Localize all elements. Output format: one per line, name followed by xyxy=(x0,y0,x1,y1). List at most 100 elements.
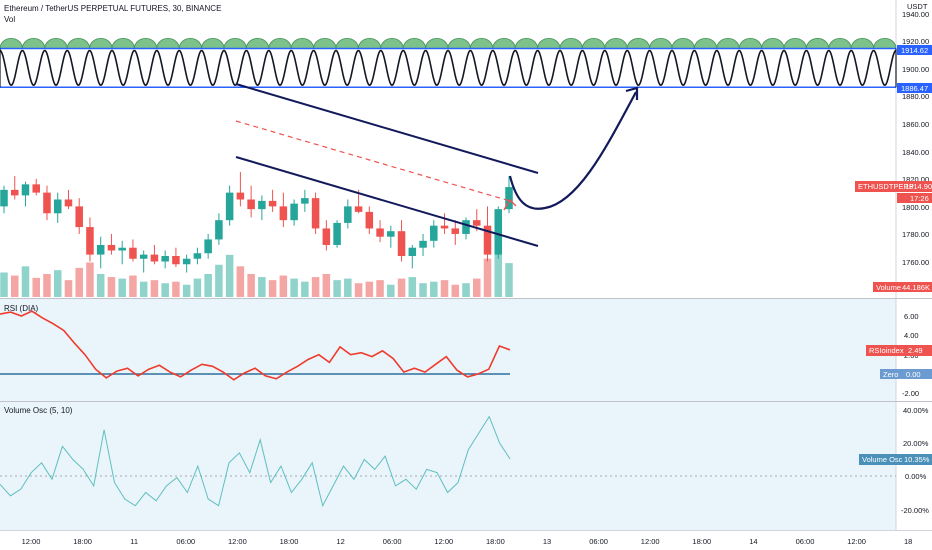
band-top-tag xyxy=(897,45,932,55)
volume-bar xyxy=(258,277,266,297)
volume-bar xyxy=(43,274,51,297)
band-bottom-tag xyxy=(897,83,932,93)
rsi-title[interactable]: RSI (DIA) xyxy=(4,304,39,313)
candle-body xyxy=(0,189,8,207)
lower-trendline[interactable] xyxy=(235,156,539,247)
band-sine-wave xyxy=(0,49,897,87)
volume-bar xyxy=(311,277,320,297)
rsi-tick: 6.00 xyxy=(904,312,919,321)
forecast-arrow-curve[interactable] xyxy=(508,91,637,210)
small-red-arrow[interactable] xyxy=(503,198,517,211)
volume-bar xyxy=(215,264,223,297)
osc-tag xyxy=(859,454,932,465)
volume-bar xyxy=(139,281,148,297)
osc-pane[interactable] xyxy=(0,402,896,530)
volume-bar xyxy=(172,281,180,297)
candle-body xyxy=(139,254,148,259)
time-tick: 13 xyxy=(543,537,551,546)
volume-bar xyxy=(419,283,427,297)
time-tick: 06:00 xyxy=(383,537,402,546)
volume-bar xyxy=(161,283,169,297)
volume-bar xyxy=(440,280,449,297)
band-scallop xyxy=(873,38,897,49)
candle-body xyxy=(494,209,503,255)
rsi-tag-value: 2.49 xyxy=(908,346,923,355)
volume-bar xyxy=(21,266,30,297)
forecast-arrow-head[interactable] xyxy=(625,86,639,100)
symbol-title[interactable]: Ethereum / TetherUS PERPETUAL FUTURES, 3… xyxy=(4,4,221,13)
band-bottom-tag-text: 1886.47 xyxy=(901,84,928,93)
last-price-tag-value: 1814.90 xyxy=(905,182,932,191)
volume-bar xyxy=(129,275,137,297)
volume-bar xyxy=(32,277,40,297)
time-tick: 18:00 xyxy=(486,537,505,546)
time-axis[interactable]: 12:00 18:00 11 06:00 12:00 18:00 12 06:00 12:00 1… xyxy=(22,537,913,546)
volume-bar xyxy=(268,280,277,297)
rsi-indicator xyxy=(0,310,511,381)
rsi-axis[interactable]: 6.00 4.00 2.00 -2.00 RSIoindex 2.49 Zero… xyxy=(866,312,932,398)
candle-body xyxy=(96,244,105,255)
rsi-line xyxy=(0,310,511,381)
dashed-red-trendline[interactable] xyxy=(235,120,511,202)
price-tick: 1820.00 xyxy=(902,175,929,184)
volume-bars xyxy=(0,251,513,297)
candle-body xyxy=(365,211,374,229)
candle-body xyxy=(301,198,309,204)
candle-body xyxy=(236,192,245,200)
candle-body xyxy=(161,255,169,262)
band-area xyxy=(0,48,896,88)
volume-bar xyxy=(354,283,363,297)
volume-bar xyxy=(473,278,481,297)
candle-body xyxy=(193,253,202,259)
volume-bar xyxy=(64,280,73,297)
volume-bar xyxy=(96,274,105,297)
rsi-pane[interactable] xyxy=(0,299,896,401)
candle-body xyxy=(247,199,255,210)
volume-bar xyxy=(408,277,417,297)
osc-tick: 20.00% xyxy=(903,439,929,448)
volume-bar xyxy=(204,274,212,297)
candle-body xyxy=(86,227,94,255)
time-tick: 11 xyxy=(130,537,138,546)
volume-oscillator-indicator xyxy=(0,415,896,508)
candle-body xyxy=(204,239,212,254)
osc-axis[interactable]: 40.00% 20.00% 0.00% -20.00% Volume Osc 1… xyxy=(859,406,932,515)
candle-body xyxy=(107,244,116,251)
time-tick: 06:00 xyxy=(796,537,815,546)
time-tick: 18 xyxy=(904,537,912,546)
osc-line xyxy=(0,415,511,508)
candle-body xyxy=(376,228,384,237)
trendline-drawings[interactable] xyxy=(235,83,639,247)
time-tick: 18:00 xyxy=(73,537,92,546)
countdown-tag xyxy=(897,193,932,203)
price-axis[interactable]: USDT 1940.00 1920.00 1900.00 1880.00 186… xyxy=(855,2,932,292)
volume-bar xyxy=(430,281,438,297)
zero-tag-value: 0.00 xyxy=(906,370,921,379)
volume-legend[interactable]: Vol xyxy=(4,15,15,24)
volume-bar xyxy=(494,251,503,297)
candle-body xyxy=(150,254,159,262)
volume-bar xyxy=(118,278,126,297)
time-tick: 12:00 xyxy=(641,537,660,546)
time-tick: 12 xyxy=(336,537,344,546)
rsi-tag-label: RSIoindex xyxy=(869,346,904,355)
osc-title[interactable]: Volume Osc (5, 10) xyxy=(4,406,73,415)
volume-bar xyxy=(462,283,470,297)
oscillation-band-drawing[interactable] xyxy=(0,38,897,89)
candle-body xyxy=(505,187,513,210)
time-tick: 06:00 xyxy=(176,537,195,546)
last-price-tag xyxy=(855,181,932,192)
candle-body xyxy=(21,184,30,196)
volume-bar xyxy=(236,266,245,297)
candle-body xyxy=(354,206,363,212)
volume-bar xyxy=(107,277,116,297)
candle-body xyxy=(10,189,19,196)
zero-tag-label: Zero xyxy=(883,370,898,379)
volume-bar xyxy=(0,272,8,297)
volume-bar xyxy=(193,278,202,297)
upper-trendline[interactable] xyxy=(235,83,539,174)
volume-bar xyxy=(451,284,460,297)
candle-body xyxy=(75,206,83,228)
volume-tag-value: 44.186K xyxy=(902,283,930,292)
